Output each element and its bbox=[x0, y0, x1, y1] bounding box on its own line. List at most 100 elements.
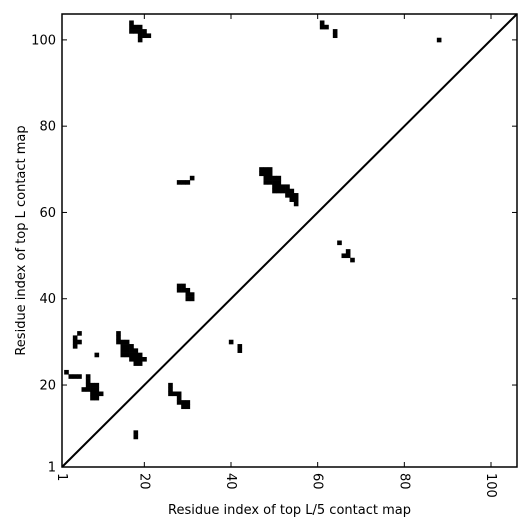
contact-cell-upper bbox=[259, 167, 264, 172]
contact-cell-upper bbox=[181, 287, 186, 293]
contact-cell-upper bbox=[289, 188, 295, 194]
contact-cell-upper bbox=[341, 253, 347, 259]
contact-cell-lower bbox=[181, 404, 186, 410]
contact-cell-upper bbox=[181, 180, 186, 185]
contact-cell-lower bbox=[181, 400, 186, 405]
contact-cell-lower bbox=[120, 339, 126, 345]
y-axis-label: Residue index of top L contact map bbox=[14, 125, 29, 355]
contact-cell-upper bbox=[324, 24, 329, 30]
contact-cell-upper bbox=[276, 175, 282, 181]
contact-cell-lower bbox=[85, 378, 91, 384]
contact-cell-upper bbox=[137, 24, 143, 30]
contact-cell-lower bbox=[142, 356, 147, 362]
contact-cell-upper bbox=[129, 20, 134, 26]
contact-cell-lower bbox=[168, 391, 173, 397]
contact-cell-lower bbox=[120, 344, 126, 349]
contact-cell-lower bbox=[72, 335, 78, 341]
contact-cell-upper bbox=[272, 180, 277, 185]
contact-cell-upper bbox=[280, 184, 286, 190]
contact-cell-lower bbox=[176, 400, 182, 405]
contact-cell-lower bbox=[120, 348, 126, 353]
contact-cell-upper bbox=[189, 292, 195, 297]
contact-cell-lower bbox=[168, 382, 173, 388]
contact-cell-lower bbox=[129, 348, 134, 353]
contact-cell-upper bbox=[185, 180, 191, 185]
contact-cell-upper bbox=[350, 257, 355, 263]
contact-cell-lower bbox=[129, 344, 134, 349]
contact-cell-lower bbox=[133, 434, 139, 440]
contact-cell-upper bbox=[289, 197, 295, 202]
contact-cell-upper bbox=[263, 180, 269, 185]
contact-cell-upper bbox=[137, 37, 143, 43]
contact-cell-upper bbox=[436, 37, 442, 43]
contact-cell-lower bbox=[72, 339, 78, 345]
contact-cell-lower bbox=[85, 387, 91, 392]
contact-cell-lower bbox=[133, 352, 139, 358]
contact-cell-upper bbox=[146, 33, 152, 39]
contact-cell-lower bbox=[85, 382, 91, 388]
x-tick-label: 40 bbox=[223, 473, 238, 490]
contact-cell-upper bbox=[285, 188, 290, 194]
contact-cell-upper bbox=[129, 29, 134, 34]
contact-cell-lower bbox=[116, 335, 121, 341]
contact-cell-lower bbox=[116, 339, 121, 345]
contact-cell-lower bbox=[77, 339, 82, 345]
contact-cell-lower bbox=[176, 391, 182, 397]
contact-cell-upper bbox=[267, 171, 273, 177]
contact-cell-lower bbox=[68, 374, 74, 379]
contact-cell-upper bbox=[142, 33, 147, 39]
contact-cell-lower bbox=[120, 352, 126, 358]
contact-cell-lower bbox=[94, 391, 100, 397]
contact-cell-lower bbox=[133, 430, 139, 435]
contact-cell-upper bbox=[276, 180, 282, 185]
contact-cell-upper bbox=[185, 287, 191, 293]
contact-cell-upper bbox=[142, 29, 147, 34]
contact-cell-upper bbox=[267, 167, 273, 172]
contact-cell-upper bbox=[263, 171, 269, 177]
contact-cell-upper bbox=[285, 193, 290, 198]
contact-cell-lower bbox=[77, 331, 82, 336]
x-tick-label: 100 bbox=[483, 473, 498, 498]
contact-cell-upper bbox=[137, 33, 143, 39]
contact-cell-lower bbox=[94, 382, 100, 388]
y-tick-label: 100 bbox=[31, 33, 56, 48]
x-tick-label: 1 bbox=[54, 473, 69, 481]
contact-cell-lower bbox=[133, 361, 139, 366]
contact-cell-lower bbox=[85, 374, 91, 379]
contact-cell-lower bbox=[124, 348, 130, 353]
diagonal-line bbox=[61, 13, 518, 468]
y-tick-label: 20 bbox=[39, 379, 56, 394]
contact-cell-lower bbox=[137, 356, 143, 362]
contact-cell-lower bbox=[90, 395, 95, 401]
contact-cell-lower bbox=[172, 391, 178, 397]
contact-cell-lower bbox=[228, 339, 234, 345]
contact-cell-lower bbox=[124, 352, 130, 358]
contact-cell-lower bbox=[72, 374, 78, 379]
contact-cell-lower bbox=[94, 387, 100, 392]
contact-cell-upper bbox=[259, 171, 264, 177]
contact-cell-lower bbox=[237, 344, 243, 349]
contact-cell-upper bbox=[272, 184, 277, 190]
contact-cell-lower bbox=[81, 387, 87, 392]
contact-cell-upper bbox=[332, 29, 338, 34]
contact-cell-lower bbox=[90, 391, 95, 397]
y-tick-label: 80 bbox=[39, 120, 56, 135]
contact-cell-upper bbox=[293, 201, 299, 207]
contact-cell-upper bbox=[185, 292, 191, 297]
contact-cell-upper bbox=[272, 175, 277, 181]
x-axis-label: Residue index of top L/5 contact map bbox=[168, 503, 411, 518]
contact-cell-upper bbox=[289, 193, 295, 198]
contact-cell-upper bbox=[319, 20, 325, 26]
contact-cell-upper bbox=[185, 296, 191, 302]
contact-cell-upper bbox=[263, 167, 269, 172]
x-tick-label: 60 bbox=[310, 473, 325, 490]
contact-cell-lower bbox=[137, 352, 143, 358]
contact-cell-upper bbox=[181, 283, 186, 289]
x-tick-label: 80 bbox=[396, 473, 411, 490]
contact-cell-upper bbox=[293, 197, 299, 202]
contact-cell-lower bbox=[90, 387, 95, 392]
contact-cell-upper bbox=[280, 188, 286, 194]
contact-cell-lower bbox=[237, 348, 243, 353]
contact-cell-lower bbox=[94, 352, 100, 358]
